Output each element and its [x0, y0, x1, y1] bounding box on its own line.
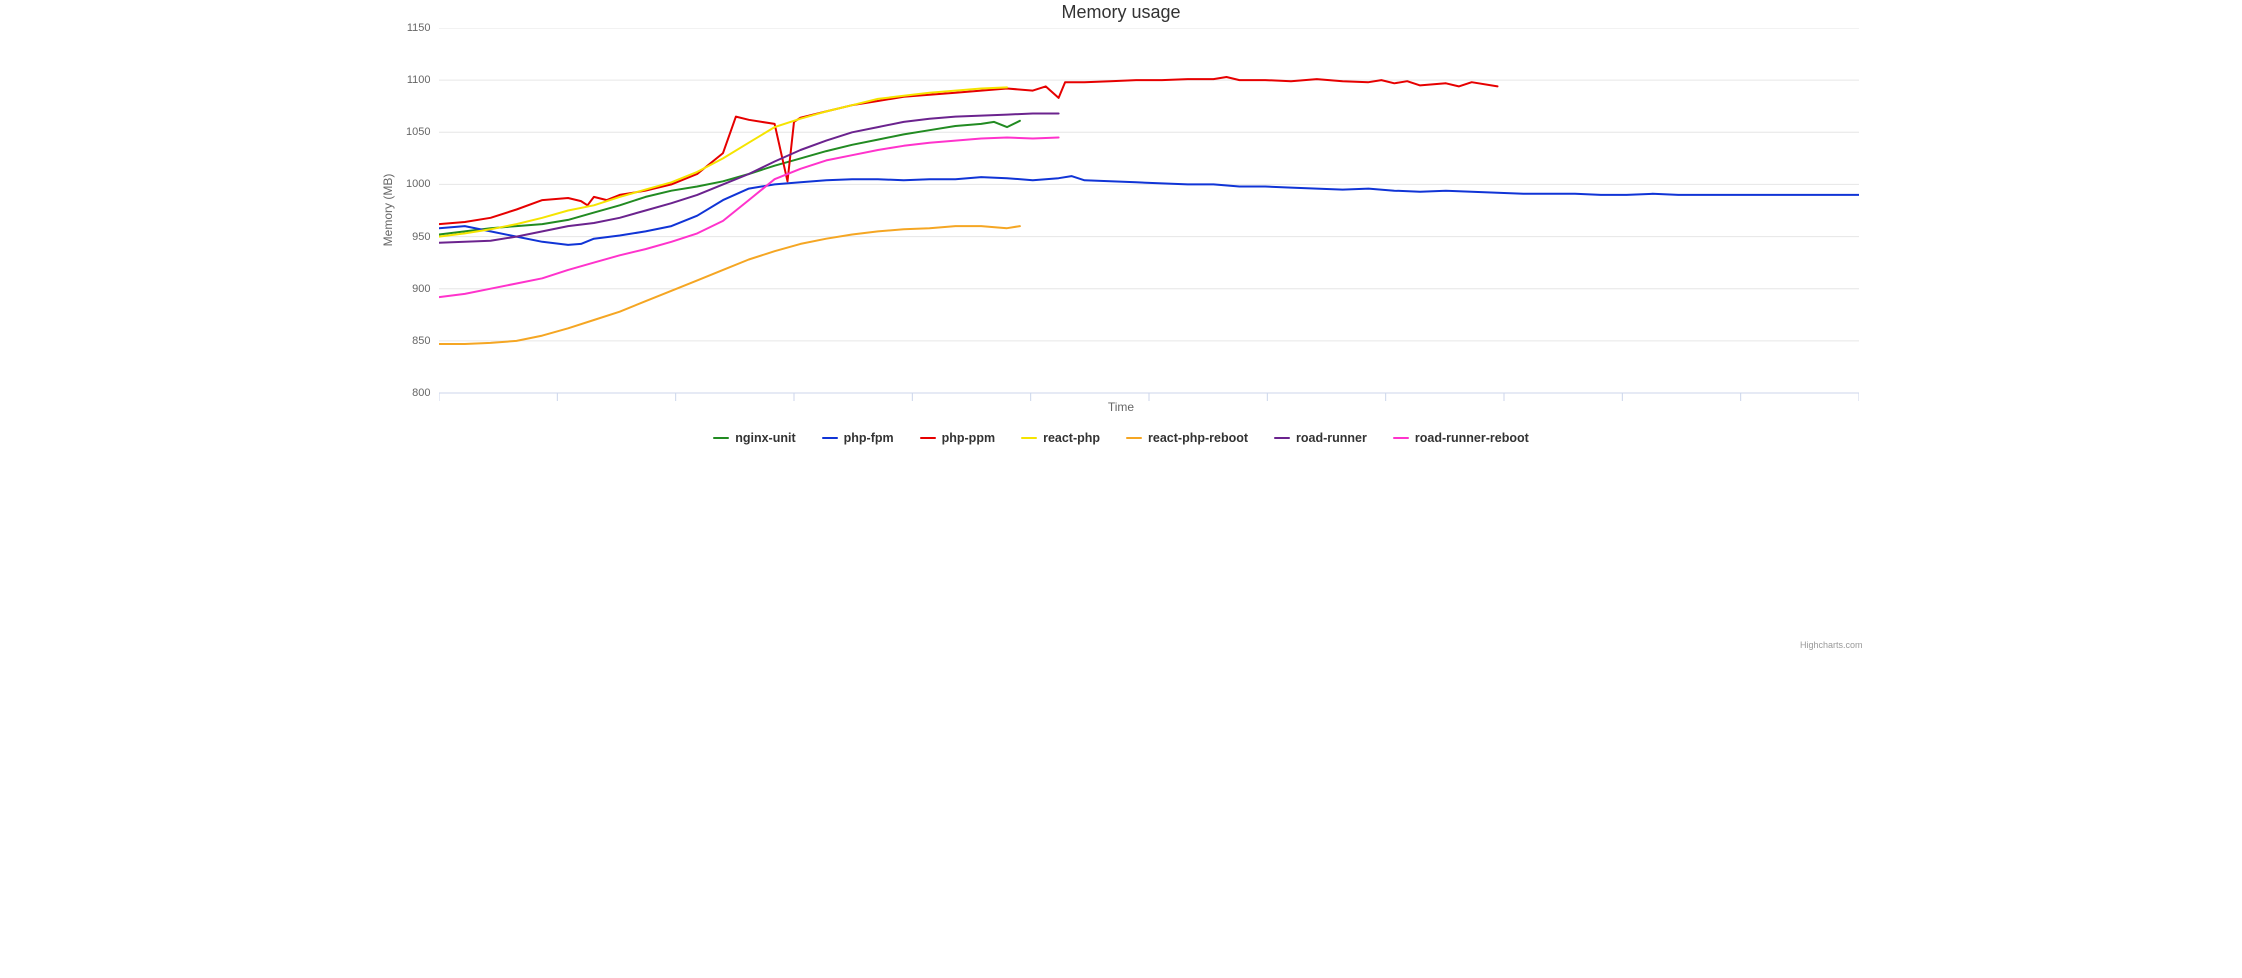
y-tick-label: 1150: [391, 22, 431, 34]
legend-item-react-php[interactable]: react-php: [1021, 431, 1100, 445]
legend-swatch: [1393, 437, 1409, 440]
plot-area: [439, 28, 1859, 403]
legend-swatch: [920, 437, 936, 440]
legend-swatch: [1021, 437, 1037, 440]
series-line-react-php[interactable]: [439, 87, 1007, 236]
legend-item-nginx-unit[interactable]: nginx-unit: [713, 431, 795, 445]
series-line-php-ppm[interactable]: [439, 77, 1498, 224]
chart-title: Memory usage: [374, 2, 1869, 23]
legend-label: react-php: [1043, 431, 1100, 445]
legend-item-react-php-reboot[interactable]: react-php-reboot: [1126, 431, 1248, 445]
legend-label: react-php-reboot: [1148, 431, 1248, 445]
y-tick-label: 900: [391, 283, 431, 295]
legend-label: php-ppm: [942, 431, 995, 445]
legend-label: php-fpm: [844, 431, 894, 445]
y-tick-label: 950: [391, 231, 431, 243]
credits-link[interactable]: Highcharts.com: [1800, 640, 1863, 650]
legend-label: nginx-unit: [735, 431, 795, 445]
legend-item-road-runner-reboot[interactable]: road-runner-reboot: [1393, 431, 1529, 445]
series-line-nginx-unit[interactable]: [439, 121, 1020, 235]
y-tick-label: 1050: [391, 126, 431, 138]
x-axis-title: Time: [374, 400, 1869, 414]
series-line-php-fpm[interactable]: [439, 176, 1859, 245]
series-line-road-runner-reboot[interactable]: [439, 138, 1059, 298]
y-tick-label: 1000: [391, 178, 431, 190]
legend-swatch: [822, 437, 838, 440]
legend-label: road-runner: [1296, 431, 1367, 445]
y-tick-label: 800: [391, 387, 431, 399]
legend-item-php-ppm[interactable]: php-ppm: [920, 431, 995, 445]
legend-swatch: [713, 437, 729, 440]
y-tick-label: 850: [391, 335, 431, 347]
y-tick-label: 1100: [391, 74, 431, 86]
chart-legend: nginx-unit php-fpm php-ppm react-php react-p…: [374, 428, 1869, 445]
series-line-react-php-reboot[interactable]: [439, 226, 1020, 344]
legend-item-php-fpm[interactable]: php-fpm: [822, 431, 894, 445]
legend-label: road-runner-reboot: [1415, 431, 1529, 445]
legend-swatch: [1274, 437, 1290, 440]
legend-swatch: [1126, 437, 1142, 440]
legend-item-road-runner[interactable]: road-runner: [1274, 431, 1367, 445]
memory-usage-chart: Memory usage Memory (MB) 800850900950100…: [374, 0, 1869, 652]
